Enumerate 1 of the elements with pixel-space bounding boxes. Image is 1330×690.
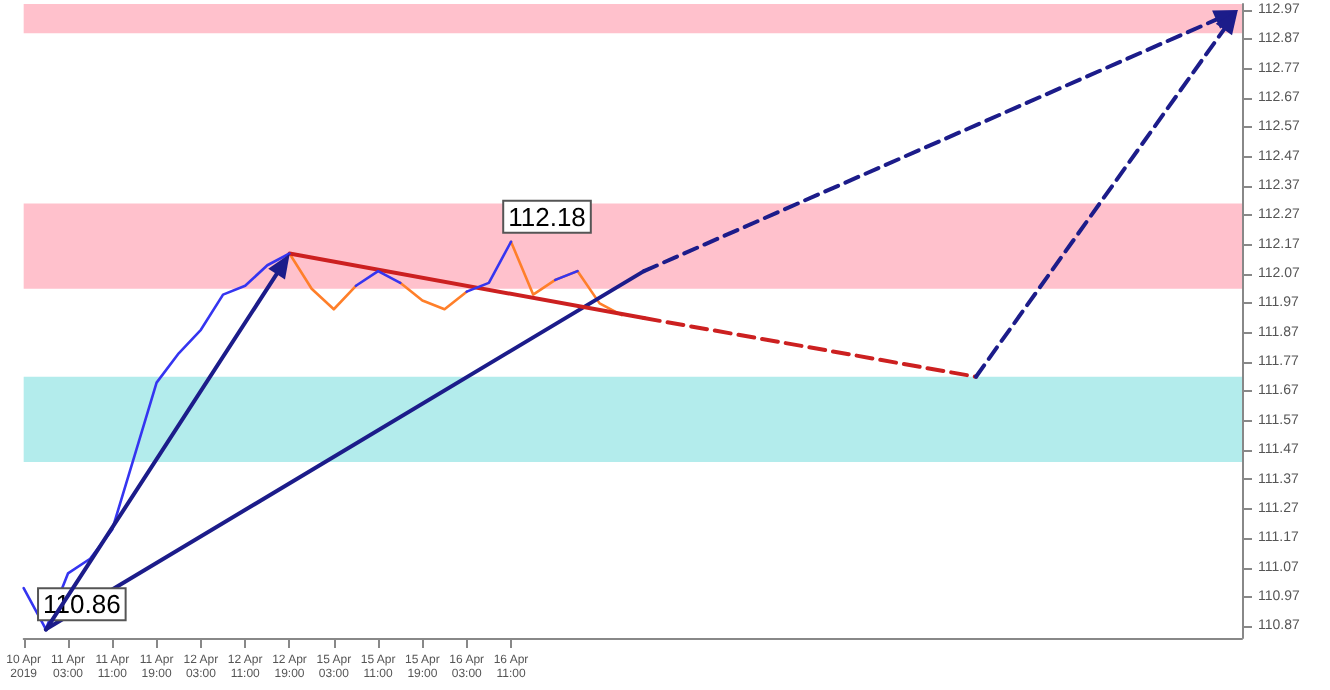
data-label: 112.18 xyxy=(508,201,586,232)
